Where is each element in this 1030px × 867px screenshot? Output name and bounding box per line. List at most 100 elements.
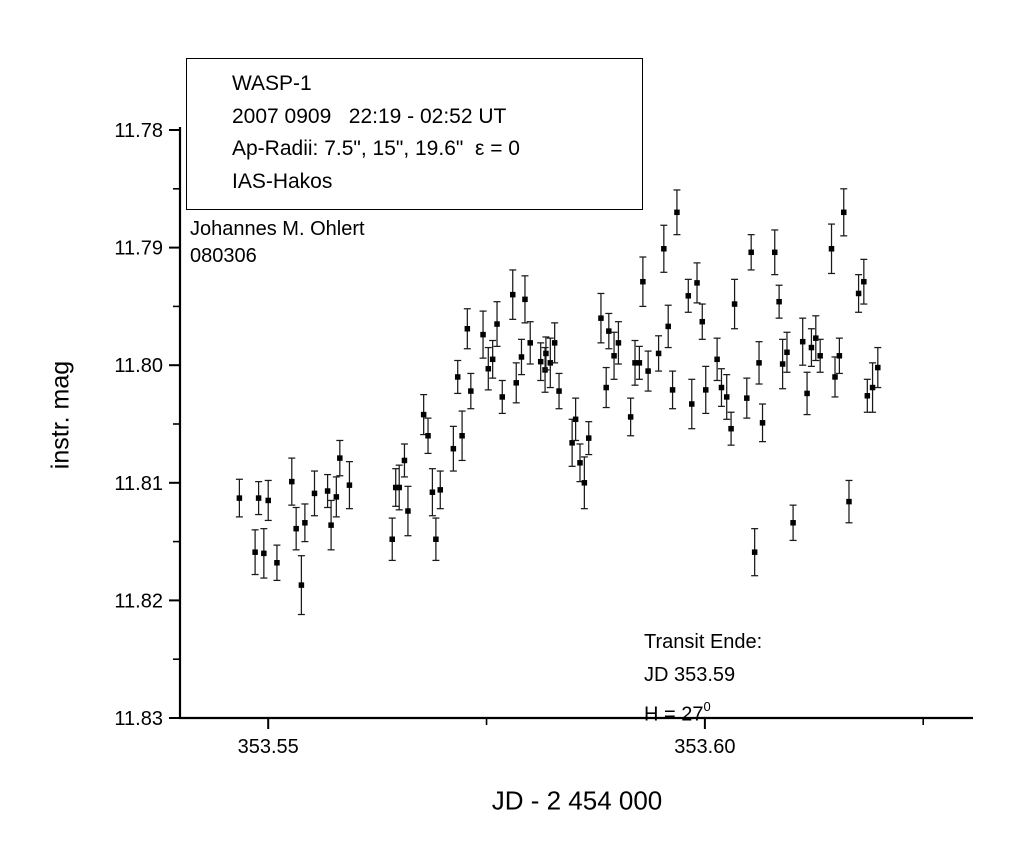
data-point-marker bbox=[485, 365, 492, 372]
data-point bbox=[669, 370, 677, 410]
data-point bbox=[576, 443, 584, 483]
data-point bbox=[297, 555, 305, 616]
data-point-marker bbox=[346, 482, 353, 488]
data-point bbox=[489, 339, 497, 379]
data-point bbox=[332, 476, 340, 518]
data-point bbox=[673, 189, 681, 236]
data-point bbox=[288, 457, 296, 506]
data-point bbox=[436, 470, 444, 510]
data-point bbox=[273, 544, 281, 582]
data-point bbox=[874, 346, 882, 389]
data-point-marker bbox=[425, 433, 431, 439]
data-point bbox=[845, 479, 853, 524]
data-point bbox=[555, 372, 563, 410]
data-points bbox=[235, 188, 882, 616]
data-point bbox=[775, 284, 783, 319]
data-point bbox=[551, 322, 559, 364]
data-point-marker bbox=[252, 549, 258, 555]
data-point-marker bbox=[437, 487, 444, 493]
data-point-marker bbox=[459, 433, 465, 439]
data-point bbox=[509, 269, 517, 320]
x-tick-label: 353.60 bbox=[674, 736, 735, 758]
data-point-marker bbox=[255, 495, 262, 501]
data-point-marker bbox=[836, 353, 843, 359]
data-point-marker bbox=[405, 508, 411, 514]
data-point-marker bbox=[598, 315, 604, 321]
data-point bbox=[602, 366, 610, 409]
data-point-marker bbox=[799, 338, 806, 345]
data-point bbox=[614, 321, 622, 365]
data-point bbox=[392, 468, 400, 507]
data-point bbox=[336, 439, 344, 477]
data-point-marker bbox=[756, 360, 762, 366]
data-point-marker bbox=[828, 246, 835, 252]
data-point-marker bbox=[840, 209, 847, 216]
observer-credit: Johannes M. Ohlert 080306 bbox=[190, 216, 365, 270]
data-point-marker bbox=[804, 390, 810, 397]
data-point bbox=[727, 411, 735, 446]
data-point-marker bbox=[480, 331, 486, 338]
data-point bbox=[789, 504, 797, 542]
data-point bbox=[812, 315, 820, 362]
data-point bbox=[693, 262, 701, 304]
data-point bbox=[655, 335, 663, 372]
data-point-marker bbox=[302, 520, 308, 526]
tick-labels: 11.78 11.79 11.80 11.81 11.82 11.83 353.55 353.… bbox=[114, 120, 735, 758]
data-point-marker bbox=[632, 360, 638, 366]
data-point-marker bbox=[518, 354, 525, 360]
data-point bbox=[831, 356, 839, 398]
observation-info-box: WASP-1 2007 0909 22:19 - 02:52 UT Ap-Rad… bbox=[186, 58, 643, 210]
data-point-marker bbox=[790, 520, 796, 526]
data-point-marker bbox=[674, 209, 680, 216]
data-point-marker bbox=[699, 318, 706, 325]
data-point-marker bbox=[298, 582, 305, 588]
data-point bbox=[597, 292, 605, 344]
y-tick-label: 11.83 bbox=[114, 708, 163, 730]
data-point-marker bbox=[236, 495, 243, 501]
data-point bbox=[816, 338, 824, 373]
data-point-marker bbox=[645, 368, 651, 374]
data-point bbox=[869, 362, 877, 413]
data-point bbox=[751, 528, 759, 577]
data-point bbox=[345, 461, 353, 510]
data-point bbox=[743, 377, 751, 419]
altitude-degree-sup: 0 bbox=[703, 699, 711, 714]
data-point bbox=[860, 258, 868, 305]
y-tick-label: 11.81 bbox=[114, 473, 163, 495]
data-point bbox=[799, 317, 807, 366]
observatory-name: IAS-Hakos bbox=[232, 169, 333, 193]
data-point-marker bbox=[603, 384, 609, 391]
data-point bbox=[803, 371, 811, 416]
data-point-marker bbox=[464, 325, 471, 332]
data-point bbox=[255, 480, 263, 516]
data-point bbox=[664, 304, 672, 349]
data-point-marker bbox=[779, 361, 786, 367]
data-point-marker bbox=[846, 498, 852, 505]
data-point bbox=[260, 528, 268, 579]
data-point-marker bbox=[661, 246, 667, 252]
data-point bbox=[688, 378, 696, 430]
data-point bbox=[755, 341, 763, 385]
data-point-marker bbox=[689, 401, 695, 407]
data-point-marker bbox=[581, 480, 588, 486]
data-point-marker bbox=[420, 411, 427, 418]
data-point bbox=[759, 403, 767, 443]
data-point bbox=[542, 336, 550, 371]
x-tick-label: 353.55 bbox=[238, 736, 299, 758]
data-point-marker bbox=[776, 298, 782, 305]
data-point bbox=[546, 337, 554, 389]
data-point-marker bbox=[265, 497, 271, 504]
data-point bbox=[454, 359, 462, 395]
data-point bbox=[855, 274, 863, 313]
data-point-marker bbox=[392, 484, 399, 491]
data-point bbox=[863, 378, 871, 413]
data-point-marker bbox=[832, 374, 838, 380]
data-point-marker bbox=[429, 489, 436, 495]
data-point bbox=[395, 464, 403, 511]
credit-date: 080306 bbox=[190, 245, 257, 267]
data-point bbox=[610, 331, 618, 380]
data-point bbox=[292, 506, 300, 551]
target-name: WASP-1 bbox=[232, 72, 312, 95]
x-axis-title: JD - 2 454 000 bbox=[491, 785, 663, 816]
